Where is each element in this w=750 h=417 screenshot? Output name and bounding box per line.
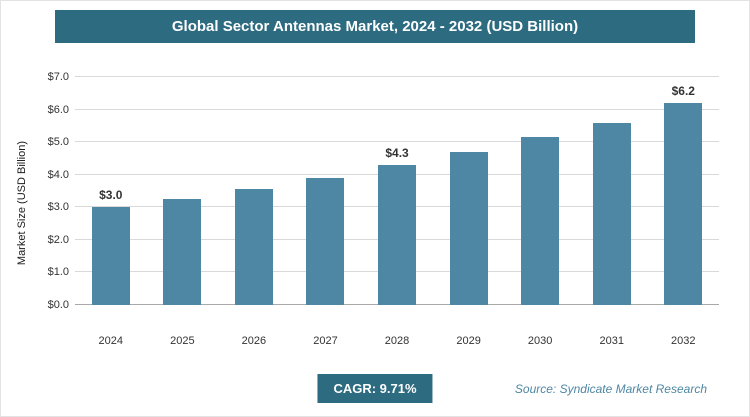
bar-2026 <box>234 189 273 305</box>
bar-slot <box>433 77 505 305</box>
bar-slot: $3.0 <box>75 77 147 305</box>
y-tick-label: $4.0 <box>47 168 69 181</box>
bar-value-label: $6.2 <box>671 84 695 99</box>
y-axis-title: Market Size (USD Billion) <box>13 77 31 329</box>
x-tick-label: 2031 <box>599 335 624 347</box>
x-tick-label: 2030 <box>527 335 553 347</box>
y-tick-label: $0.0 <box>47 299 69 311</box>
source-attribution: Source: Syndicate Market Research <box>514 382 707 396</box>
plot-area: $3.0 $4.3 $6.2 <box>75 76 719 305</box>
chart-footer: CAGR: 9.71% Source: Syndicate Market Res… <box>1 374 749 404</box>
x-tick-label: 2027 <box>313 335 338 347</box>
bar-slot: $6.2 <box>648 77 720 305</box>
bar-2029 <box>449 151 488 305</box>
cagr-badge: CAGR: 9.71% <box>317 374 433 403</box>
x-tick-label: 2032 <box>671 335 696 347</box>
bar-2031 <box>592 122 631 305</box>
bar-2024: $3.0 <box>91 188 130 305</box>
y-axis: $0.0 $1.0 $2.0 $3.0 $4.0 $5.0 $6.0 $7.0 <box>31 71 75 311</box>
bar-2028: $4.3 <box>378 146 417 305</box>
bar-slot <box>504 77 576 305</box>
y-tick-label: $6.0 <box>47 103 69 116</box>
y-tick-label: $5.0 <box>47 136 69 149</box>
y-axis-title-text: Market Size (USD Billion) <box>16 140 28 266</box>
bars-container: $3.0 $4.3 $6.2 <box>75 77 719 305</box>
y-tick-label: $7.0 <box>47 71 69 83</box>
gridline <box>75 141 719 143</box>
x-tick-label: 2026 <box>241 335 267 347</box>
bar-value-label: $4.3 <box>385 145 409 160</box>
x-tick-label: 2025 <box>170 335 195 347</box>
bar-2027 <box>306 177 345 305</box>
gridline <box>75 108 719 110</box>
chart-title: Global Sector Antennas Market, 2024 - 20… <box>55 10 695 43</box>
bar-2025 <box>163 199 202 305</box>
bar-slot <box>290 77 362 305</box>
bar-slot <box>218 77 290 305</box>
bar-2030 <box>521 137 560 305</box>
x-tick-label: 2028 <box>384 335 410 347</box>
bar-value-label: $3.0 <box>99 188 123 203</box>
bar-slot: $4.3 <box>361 77 433 305</box>
chart-area: Market Size (USD Billion) $0.0 $1.0 $2.0 $3… <box>13 71 719 329</box>
bar-2032: $6.2 <box>664 84 703 305</box>
x-tick-label: 2024 <box>98 335 124 347</box>
y-tick-label: $3.0 <box>47 201 69 214</box>
bar-slot <box>147 77 219 305</box>
y-tick-label: $2.0 <box>47 233 69 246</box>
bar-slot <box>576 77 648 305</box>
x-axis: 2024 2025 2026 2027 2028 2029 2030 2031 2032 <box>75 335 719 347</box>
gridline <box>75 76 719 77</box>
x-tick-label: 2029 <box>456 335 481 347</box>
y-tick-label: $1.0 <box>47 266 69 279</box>
